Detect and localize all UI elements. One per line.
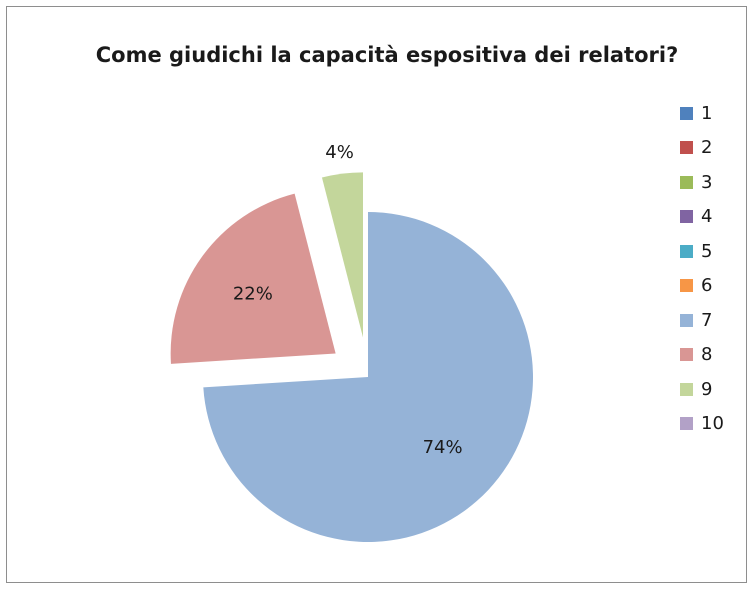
legend-item-5: 5	[680, 234, 724, 269]
legend-item-4: 4	[680, 200, 724, 235]
legend-swatch	[680, 313, 693, 327]
legend-swatch	[680, 279, 693, 293]
legend-swatch	[680, 210, 693, 224]
legend-label: 8	[701, 344, 713, 366]
legend-swatch	[680, 417, 693, 431]
data-label-7: 74%	[423, 437, 463, 458]
legend-label: 1	[701, 102, 713, 124]
data-label-9: 4%	[325, 142, 354, 163]
legend-label: 10	[701, 413, 724, 435]
legend-label: 5	[701, 240, 713, 262]
legend-item-7: 7	[680, 303, 724, 338]
legend-swatch	[680, 141, 693, 155]
legend-swatch	[680, 106, 693, 120]
legend-item-2: 2	[680, 131, 724, 166]
legend-label: 6	[701, 275, 713, 297]
chart-title: Come giudichi la capacità espositiva dei…	[95, 43, 679, 67]
legend-label: 2	[701, 137, 713, 159]
legend-item-1: 1	[680, 96, 724, 131]
legend-item-3: 3	[680, 165, 724, 200]
pie-slice-9	[321, 172, 363, 338]
data-label-8: 22%	[233, 283, 273, 304]
legend-item-6: 6	[680, 269, 724, 304]
legend-label: 9	[701, 378, 713, 400]
pie-slice-8	[170, 193, 336, 364]
legend-label: 3	[701, 171, 713, 193]
legend-swatch	[680, 348, 693, 362]
legend-label: 4	[701, 206, 713, 228]
legend-swatch	[680, 244, 693, 258]
legend-item-10: 10	[680, 407, 724, 442]
legend-item-9: 9	[680, 372, 724, 407]
legend-swatch	[680, 175, 693, 189]
pie-slice-7	[203, 212, 533, 542]
legend-label: 7	[701, 309, 713, 331]
legend-swatch	[680, 382, 693, 396]
legend-item-8: 8	[680, 338, 724, 373]
legend: 1 2 3 4 5 6 7 8 9 10	[680, 96, 724, 441]
